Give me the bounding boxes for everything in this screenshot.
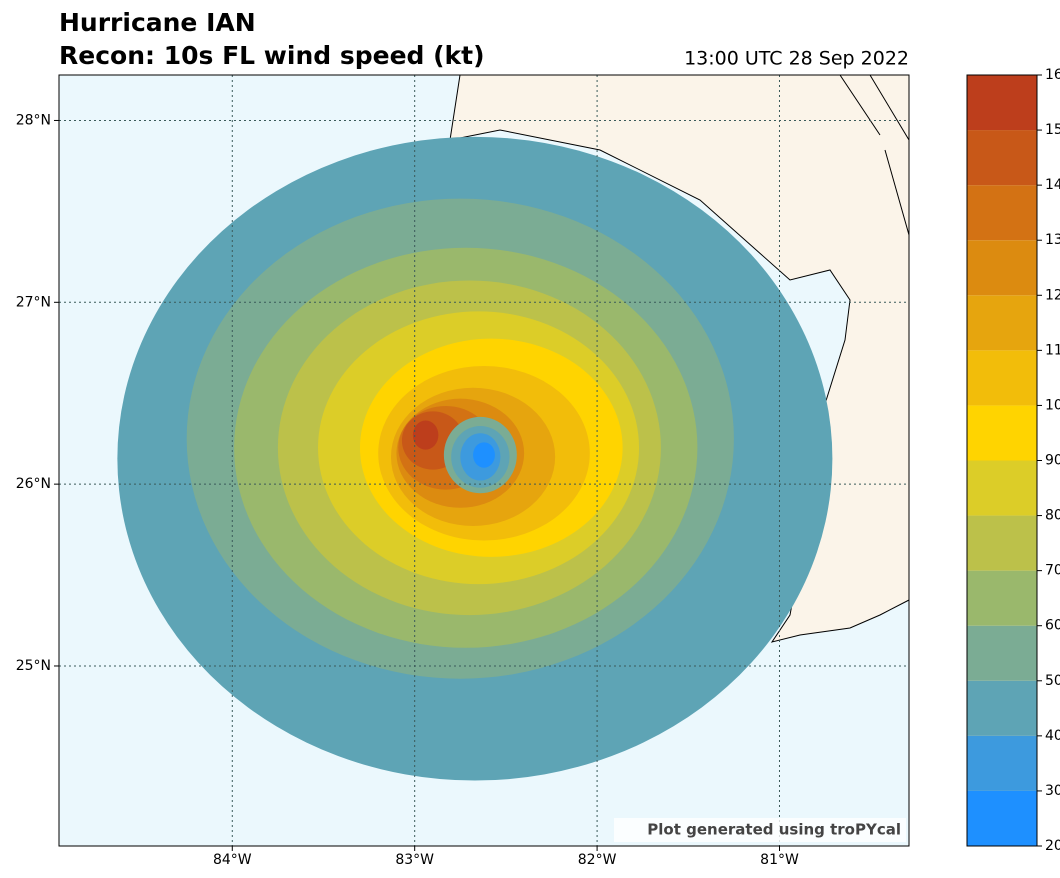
colorbar-tick-label: 50 — [1045, 673, 1060, 689]
x-tick-label: 84°W — [213, 852, 252, 868]
y-tick-label: 27°N — [16, 294, 51, 310]
x-tick-label: 82°W — [578, 852, 617, 868]
colorbar-tick-label: 40 — [1045, 728, 1060, 744]
colorbar-swatch — [967, 185, 1037, 241]
credit: Plot generated using troPYcal — [647, 821, 901, 839]
y-tick-label: 26°N — [16, 476, 51, 492]
colorbar-tick-label: 110 — [1045, 342, 1060, 358]
colorbar-tick-label: 120 — [1045, 287, 1060, 303]
subtitle: Recon: 10s FL wind speed (kt) — [59, 41, 485, 70]
colorbar-tick-label: 60 — [1045, 618, 1060, 634]
colorbar-swatch — [967, 570, 1037, 626]
colorbar-swatch — [967, 350, 1037, 406]
colorbar-swatch — [967, 790, 1037, 846]
colorbar-tick-label: 140 — [1045, 177, 1060, 193]
map-frame — [58, 74, 910, 847]
colorbar-tick-label: 150 — [1045, 122, 1060, 138]
colorbar-swatch — [967, 515, 1037, 571]
colorbar-swatch — [967, 240, 1037, 296]
timestamp: 13:00 UTC 28 Sep 2022 — [684, 48, 909, 70]
colorbar-tick-label: 20 — [1045, 838, 1060, 854]
colorbar-tick-label: 30 — [1045, 783, 1060, 799]
colorbar: 20 30 40 50 60 70 80 90 100 110 120 130 140 150 160 — [966, 67, 1060, 854]
colorbar-tick-label: 130 — [1045, 232, 1060, 248]
wind-contour — [473, 442, 495, 468]
y-tick-label: 25°N — [16, 658, 51, 674]
colorbar-swatch — [967, 625, 1037, 681]
colorbar-swatch — [967, 75, 1037, 131]
x-tick-label: 81°W — [760, 852, 799, 868]
colorbar-tick-label: 90 — [1045, 453, 1060, 469]
colorbar-tick-label: 80 — [1045, 508, 1060, 524]
colorbar-swatch — [967, 680, 1037, 736]
wind-field — [117, 136, 833, 781]
grid — [59, 75, 909, 846]
colorbar-swatch — [967, 735, 1037, 791]
x-tick-label: 83°W — [395, 852, 434, 868]
colorbar-tick-label: 100 — [1045, 397, 1060, 413]
colorbar-swatch — [967, 460, 1037, 516]
map-area — [59, 75, 909, 846]
coastline — [839, 75, 909, 236]
title: Hurricane IAN — [59, 8, 256, 37]
colorbar-tick-label: 160 — [1045, 67, 1060, 83]
wind-contour — [412, 420, 439, 450]
colorbar-swatch — [967, 130, 1037, 186]
credit-box — [614, 818, 906, 842]
colorbar-tick-label: 70 — [1045, 563, 1060, 579]
colorbar-swatch — [967, 295, 1037, 351]
colorbar-swatch — [967, 405, 1037, 461]
y-tick-label: 28°N — [16, 112, 51, 128]
